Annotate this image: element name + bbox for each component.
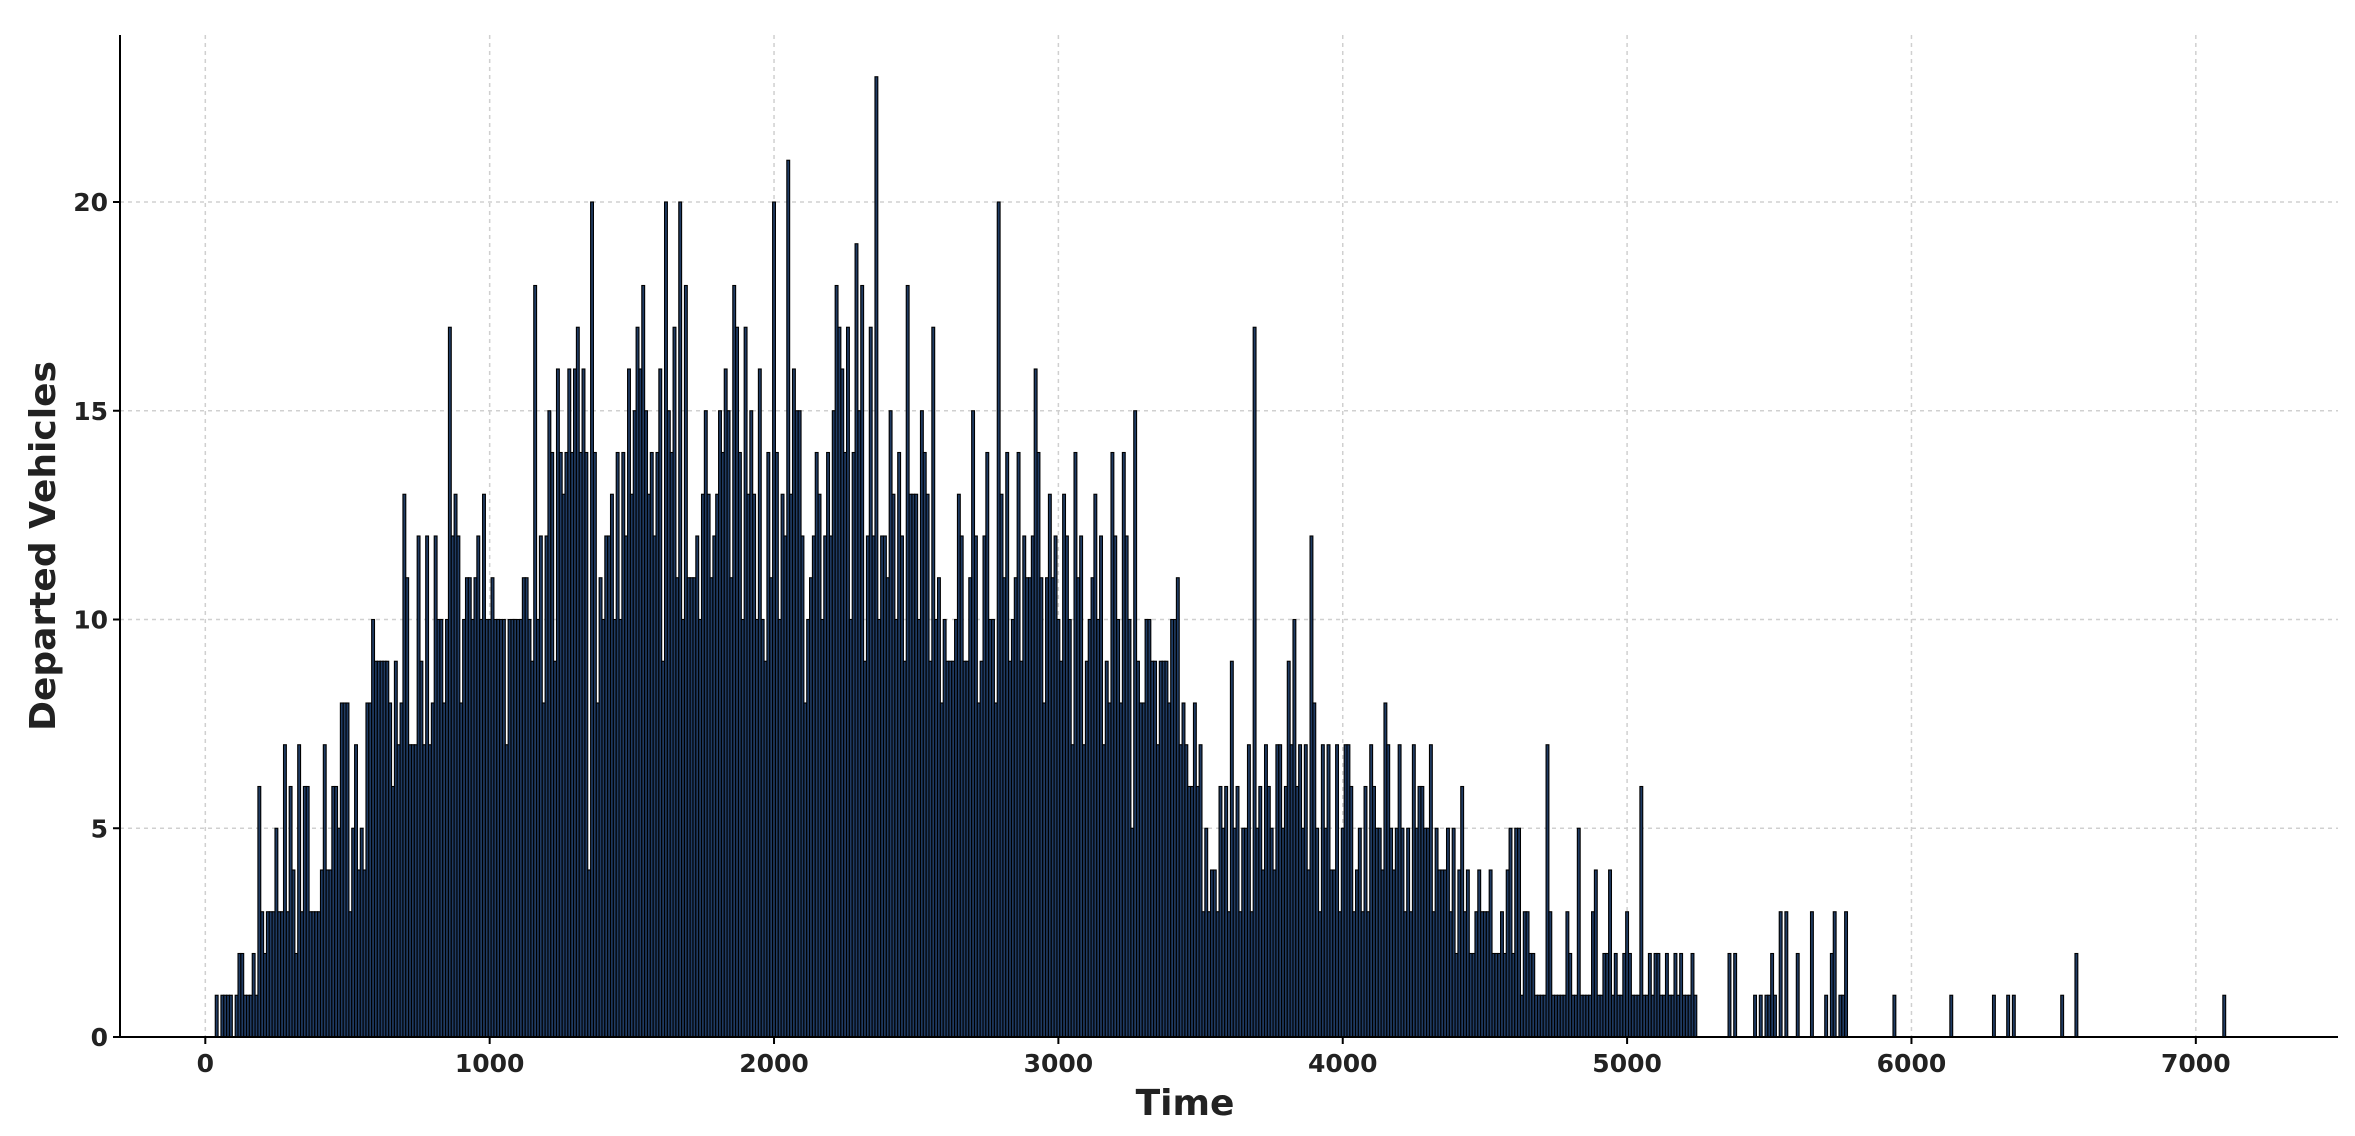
y-tick-label: 5 (91, 814, 108, 843)
histogram-bar (1795, 952, 1800, 1038)
histogram-bar (1991, 994, 1996, 1038)
x-tick-label: 5000 (1592, 1049, 1662, 1078)
histogram-bar (1949, 994, 1954, 1038)
y-tick-label: 0 (91, 1023, 108, 1052)
histogram-bar (2074, 952, 2079, 1038)
x-tick-label: 0 (197, 1049, 214, 1078)
histogram-bar (1773, 994, 1777, 1038)
bars (214, 76, 2227, 1038)
histogram-bar (1693, 994, 1698, 1038)
histogram-bar (1809, 911, 1814, 1038)
histogram-bar (2222, 994, 2227, 1038)
y-tick-label: 15 (73, 397, 108, 426)
x-tick-label: 2000 (739, 1049, 809, 1078)
histogram-bar (1832, 911, 1837, 1038)
histogram-bar (2060, 994, 2065, 1038)
histogram-bar (1758, 994, 1763, 1038)
x-tick-label: 6000 (1877, 1049, 1947, 1078)
y-tick-label: 10 (73, 606, 108, 635)
histogram-bar (1778, 911, 1783, 1038)
histogram-bar (2011, 994, 2016, 1038)
x-tick-label: 4000 (1308, 1049, 1378, 1078)
histogram-bar (2006, 994, 2011, 1038)
histogram-bar (214, 994, 219, 1038)
histogram-bar (1733, 952, 1738, 1038)
x-tick-label: 7000 (2161, 1049, 2231, 1078)
x-tick-label: 1000 (455, 1049, 525, 1078)
tick-labels: 0 1000 2000 3000 4000 5000 6000 7000 0 5 10 15 20 (73, 188, 2230, 1078)
histogram-bar (1892, 994, 1897, 1038)
x-tick-label: 3000 (1024, 1049, 1094, 1078)
x-axis-title: Time (1136, 1083, 1235, 1124)
histogram-bar (1753, 994, 1758, 1038)
histogram-bar (228, 994, 233, 1038)
y-tick-label: 20 (73, 188, 108, 217)
histogram-bar (1844, 911, 1849, 1038)
histogram-bar (1824, 994, 1829, 1038)
histogram-bar (1727, 952, 1732, 1038)
y-axis-title: Departed Vehicles (23, 361, 64, 731)
histogram-bar (1784, 911, 1789, 1038)
